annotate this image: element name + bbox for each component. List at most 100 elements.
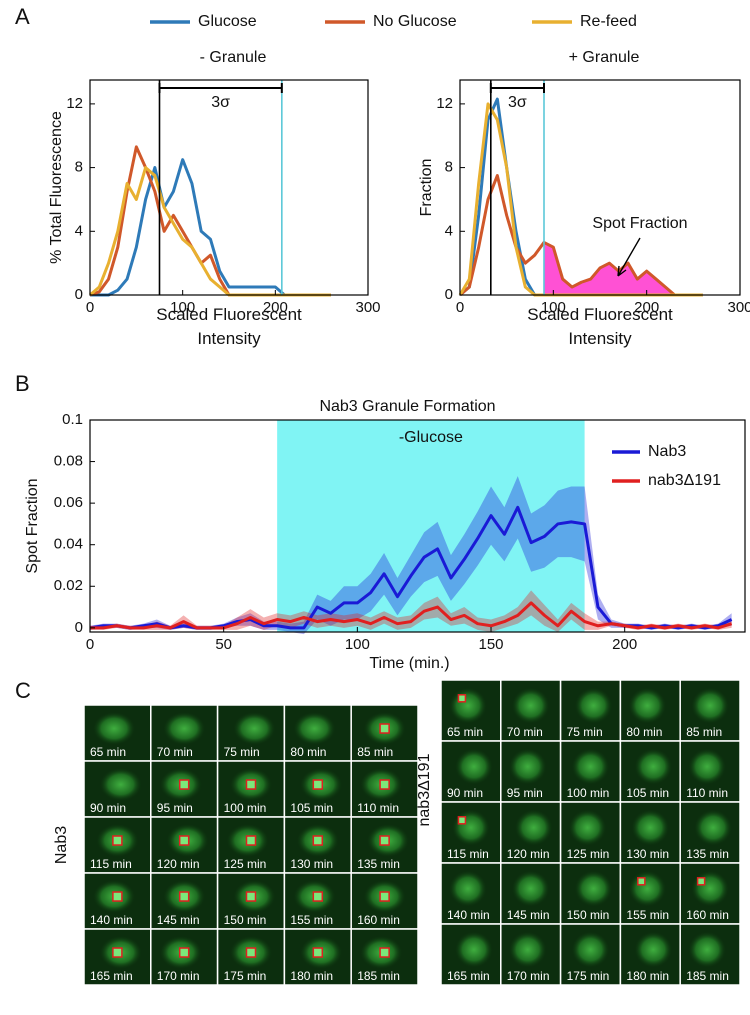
annotation: Spot Fraction xyxy=(592,215,687,232)
x-tick-label: 300 xyxy=(355,299,380,316)
tile-label: 180 min xyxy=(290,969,333,983)
tile-label: 105 min xyxy=(290,801,333,815)
tile-label: 130 min xyxy=(626,847,669,861)
y-tick-label: 8 xyxy=(75,159,83,176)
cell xyxy=(574,687,613,724)
axes-box xyxy=(89,419,746,633)
series-line xyxy=(459,174,703,297)
sigma-bracket xyxy=(489,83,545,93)
panel-label: C xyxy=(15,678,31,703)
annotation-arrow xyxy=(617,237,641,277)
cell xyxy=(293,711,336,746)
cell xyxy=(508,748,547,785)
cell xyxy=(454,748,494,785)
spot-marker xyxy=(112,947,123,958)
y-tick-label: 0.02 xyxy=(54,577,83,594)
tile-label: 95 min xyxy=(507,786,543,800)
tile-label: 120 min xyxy=(507,847,550,861)
tile-label: 110 min xyxy=(357,801,399,815)
tile-label: 185 min xyxy=(686,969,729,983)
cell xyxy=(514,809,553,846)
tile-label: 165 min xyxy=(447,969,490,983)
panel-label: A xyxy=(15,4,30,29)
cell xyxy=(687,931,727,968)
cell xyxy=(571,931,610,968)
tile-label: 150 min xyxy=(567,908,610,922)
tile-label: 160 min xyxy=(686,908,729,922)
tile-label: 160 min xyxy=(357,913,400,927)
spot-marker xyxy=(178,891,190,902)
x-tick-label: 0 xyxy=(86,299,94,316)
chart-title: - Granule xyxy=(200,49,267,66)
tile-label: 70 min xyxy=(157,745,193,759)
tile-label: 80 min xyxy=(626,725,662,739)
y-tick-label: 4 xyxy=(75,222,83,239)
x-axis-label: Scaled Fluorescent Intensity xyxy=(156,305,302,348)
tile-label: 125 min xyxy=(567,847,610,861)
tile-label: 170 min xyxy=(507,969,550,983)
tile-label: 80 min xyxy=(290,745,326,759)
cell xyxy=(571,748,610,785)
spot-marker xyxy=(112,891,123,902)
tile-label: 100 min xyxy=(567,786,610,800)
x-tick-label: 100 xyxy=(170,299,195,316)
group-label: Nab3 xyxy=(53,826,70,864)
cell xyxy=(508,931,547,968)
tile-label: 155 min xyxy=(626,908,669,922)
cell xyxy=(568,809,607,846)
series-line xyxy=(89,145,331,297)
tile-label: 145 min xyxy=(157,913,200,927)
series-line xyxy=(459,97,703,297)
tile-label: 105 min xyxy=(626,786,669,800)
cell xyxy=(448,870,488,907)
tile-label: 85 min xyxy=(357,745,393,759)
cell xyxy=(232,711,276,746)
spot-marker xyxy=(379,723,390,734)
cell xyxy=(99,767,143,802)
y-tick-label: 0 xyxy=(75,619,83,636)
chart-title: Nab3 Granule Formation xyxy=(319,398,495,415)
tile-label: 120 min xyxy=(157,857,200,871)
cell xyxy=(687,748,727,785)
panel-label: B xyxy=(15,371,30,396)
cell xyxy=(92,711,136,746)
tile-label: 140 min xyxy=(90,913,133,927)
y-tick-label: 0.04 xyxy=(54,536,83,553)
spot-marker xyxy=(637,877,646,886)
tile-label: 145 min xyxy=(507,908,550,922)
legend-label: Re-feed xyxy=(580,13,637,30)
tile-label: 65 min xyxy=(90,745,126,759)
tile-label: 175 min xyxy=(224,969,267,983)
y-tick-label: 0 xyxy=(75,286,83,303)
spot-marker xyxy=(312,835,324,846)
y-tick-label: 0.08 xyxy=(54,453,83,470)
spot-marker xyxy=(178,947,190,958)
spot-marker xyxy=(312,947,324,958)
tile-label: 75 min xyxy=(224,745,260,759)
tile-label: 90 min xyxy=(447,786,483,800)
cell xyxy=(690,687,730,724)
highlight-region xyxy=(277,420,585,632)
series-line xyxy=(89,166,331,297)
tile-label: 115 min xyxy=(90,857,132,871)
tile-label: 75 min xyxy=(567,725,603,739)
legend-label: Nab3 xyxy=(648,443,686,460)
tile-label: 150 min xyxy=(224,913,267,927)
tile-label: 70 min xyxy=(507,725,543,739)
tile-label: 100 min xyxy=(224,801,267,815)
x-axis-label-box: Scaled Fluorescent Intensity xyxy=(156,305,302,348)
cell xyxy=(511,687,550,724)
spot-marker xyxy=(245,779,257,790)
spot-marker xyxy=(696,877,706,886)
spot-marker xyxy=(245,835,257,846)
spot-marker xyxy=(379,835,390,846)
cell xyxy=(693,809,733,846)
x-tick-label: 200 xyxy=(634,299,659,316)
spot-marker xyxy=(379,891,390,902)
legend-label: No Glucose xyxy=(373,13,457,30)
spot-marker xyxy=(457,694,467,703)
x-tick-label: 150 xyxy=(479,636,504,653)
cell xyxy=(628,870,667,907)
x-tick-label: 200 xyxy=(263,299,288,316)
